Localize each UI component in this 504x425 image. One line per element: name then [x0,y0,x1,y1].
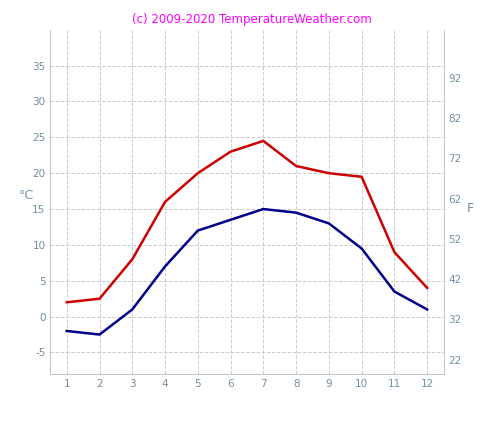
Y-axis label: F: F [466,202,474,215]
Y-axis label: °C: °C [19,189,34,202]
Text: (c) 2009-2020 TemperatureWeather.com: (c) 2009-2020 TemperatureWeather.com [132,13,372,26]
